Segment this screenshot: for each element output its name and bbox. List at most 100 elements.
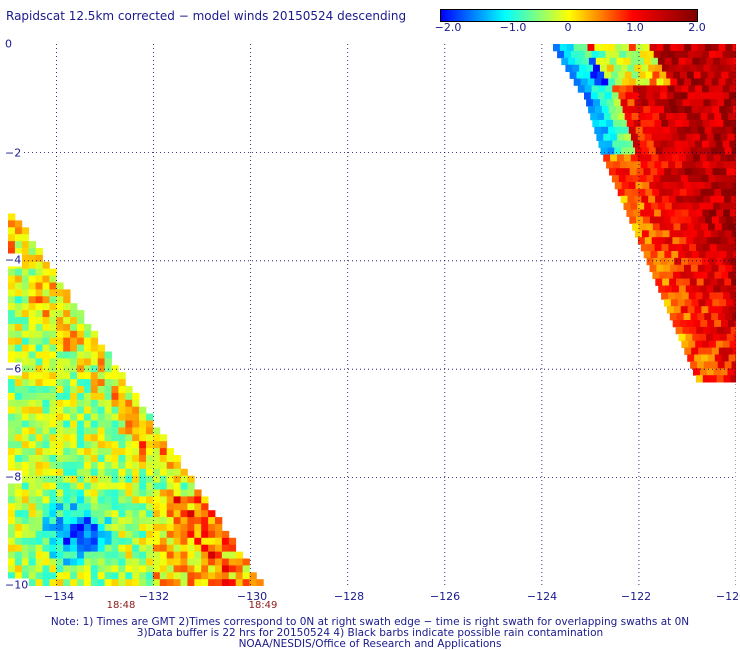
- wind-cell: [42, 482, 50, 490]
- wind-cell: [63, 420, 71, 428]
- wind-cell: [717, 326, 725, 335]
- wind-cell: [132, 517, 140, 525]
- wind-cell: [90, 392, 99, 401]
- wind-cell: [70, 455, 78, 463]
- wind-cell: [664, 57, 673, 66]
- wind-cell: [14, 330, 23, 339]
- wind-cell: [139, 441, 147, 449]
- wind-cell: [194, 496, 202, 504]
- wind-cell: [42, 503, 50, 511]
- wind-cell: [653, 257, 661, 266]
- wind-cell: [674, 175, 682, 183]
- wind-cell: [118, 510, 126, 518]
- wind-cell: [152, 510, 161, 518]
- wind-cell: [132, 524, 140, 532]
- wind-cell: [710, 147, 719, 155]
- wind-cell: [624, 113, 632, 121]
- wind-cell: [668, 119, 676, 128]
- wind-cell: [716, 119, 724, 128]
- wind-cell: [14, 372, 23, 380]
- wind-cell: [104, 572, 112, 580]
- wind-cell: [732, 78, 736, 86]
- wind-cell: [166, 524, 174, 532]
- wind-cell: [734, 320, 736, 328]
- wind-cell: [28, 434, 36, 442]
- wind-cell: [194, 544, 202, 552]
- wind-cell: [83, 496, 92, 504]
- footnote-line-2: 3)Data buffer is 22 hrs for 20150524 4) …: [136, 627, 604, 639]
- wind-cell: [42, 296, 50, 304]
- wind-cell: [194, 537, 202, 546]
- wind-cell: [694, 175, 702, 183]
- wind-cell: [83, 510, 92, 518]
- wind-cell: [8, 317, 16, 325]
- wind-cell: [597, 113, 605, 121]
- wind-cell: [111, 558, 119, 566]
- wind-cell: [63, 537, 71, 546]
- wind-cell: [718, 182, 726, 190]
- wind-cell: [63, 406, 71, 414]
- wind-cell: [14, 427, 23, 435]
- wind-cell: [56, 579, 64, 586]
- wind-cell: [56, 317, 64, 325]
- wind-cell: [638, 188, 646, 197]
- wind-cell: [8, 296, 16, 304]
- wind-cell: [56, 303, 64, 311]
- wind-cell: [42, 496, 50, 504]
- wind-cell: [173, 565, 181, 573]
- wind-cell: [654, 209, 662, 217]
- wind-cell: [644, 133, 652, 141]
- wind-cell: [132, 544, 140, 552]
- wind-cell: [132, 448, 140, 456]
- wind-cell: [180, 579, 188, 586]
- wind-cell: [14, 524, 23, 532]
- wind-cell: [704, 126, 712, 135]
- wind-cell: [70, 544, 78, 552]
- wind-cell: [670, 78, 678, 86]
- wind-cell: [692, 285, 700, 293]
- wind-cell: [125, 413, 133, 421]
- wind-cell: [714, 320, 722, 328]
- wind-cell: [83, 413, 92, 421]
- wind-cell: [28, 379, 36, 387]
- wind-cell: [8, 392, 16, 401]
- wind-cell: [180, 517, 188, 525]
- wind-cell: [152, 503, 161, 511]
- wind-cell: [706, 333, 714, 342]
- wind-cell: [132, 496, 140, 504]
- wind-cell: [132, 572, 140, 580]
- wind-cell: [641, 64, 649, 72]
- wind-cell: [201, 517, 209, 525]
- wind-cell: [63, 510, 71, 518]
- wind-cell: [598, 85, 606, 93]
- wind-cell: [97, 551, 105, 559]
- wind-cell: [139, 448, 147, 456]
- wind-cell: [691, 106, 699, 114]
- wind-cell: [90, 406, 99, 414]
- wind-cell: [159, 455, 168, 463]
- wind-cell: [642, 44, 650, 52]
- wind-cell: [21, 254, 30, 263]
- wind-cell: [14, 234, 23, 242]
- wind-cell: [42, 386, 50, 394]
- wind-cell: [49, 358, 57, 366]
- wind-cell: [734, 285, 736, 293]
- wind-cell: [49, 572, 57, 580]
- wind-cell: [613, 99, 621, 107]
- wind-cell: [173, 489, 181, 497]
- wind-cell: [637, 237, 646, 245]
- wind-cell: [666, 113, 674, 121]
- wind-cell: [628, 78, 637, 86]
- wind-cell: [97, 448, 105, 456]
- wind-cell: [681, 209, 689, 217]
- wind-cell: [683, 147, 691, 155]
- wind-cell: [685, 333, 693, 342]
- wind-cell: [118, 427, 126, 435]
- wind-cell: [580, 78, 588, 86]
- wind-cell: [640, 119, 648, 128]
- wind-cell: [713, 285, 721, 293]
- wind-cell: [28, 282, 36, 290]
- wind-cell: [194, 579, 202, 586]
- wind-cell: [720, 57, 728, 66]
- wind-cell: [56, 386, 64, 394]
